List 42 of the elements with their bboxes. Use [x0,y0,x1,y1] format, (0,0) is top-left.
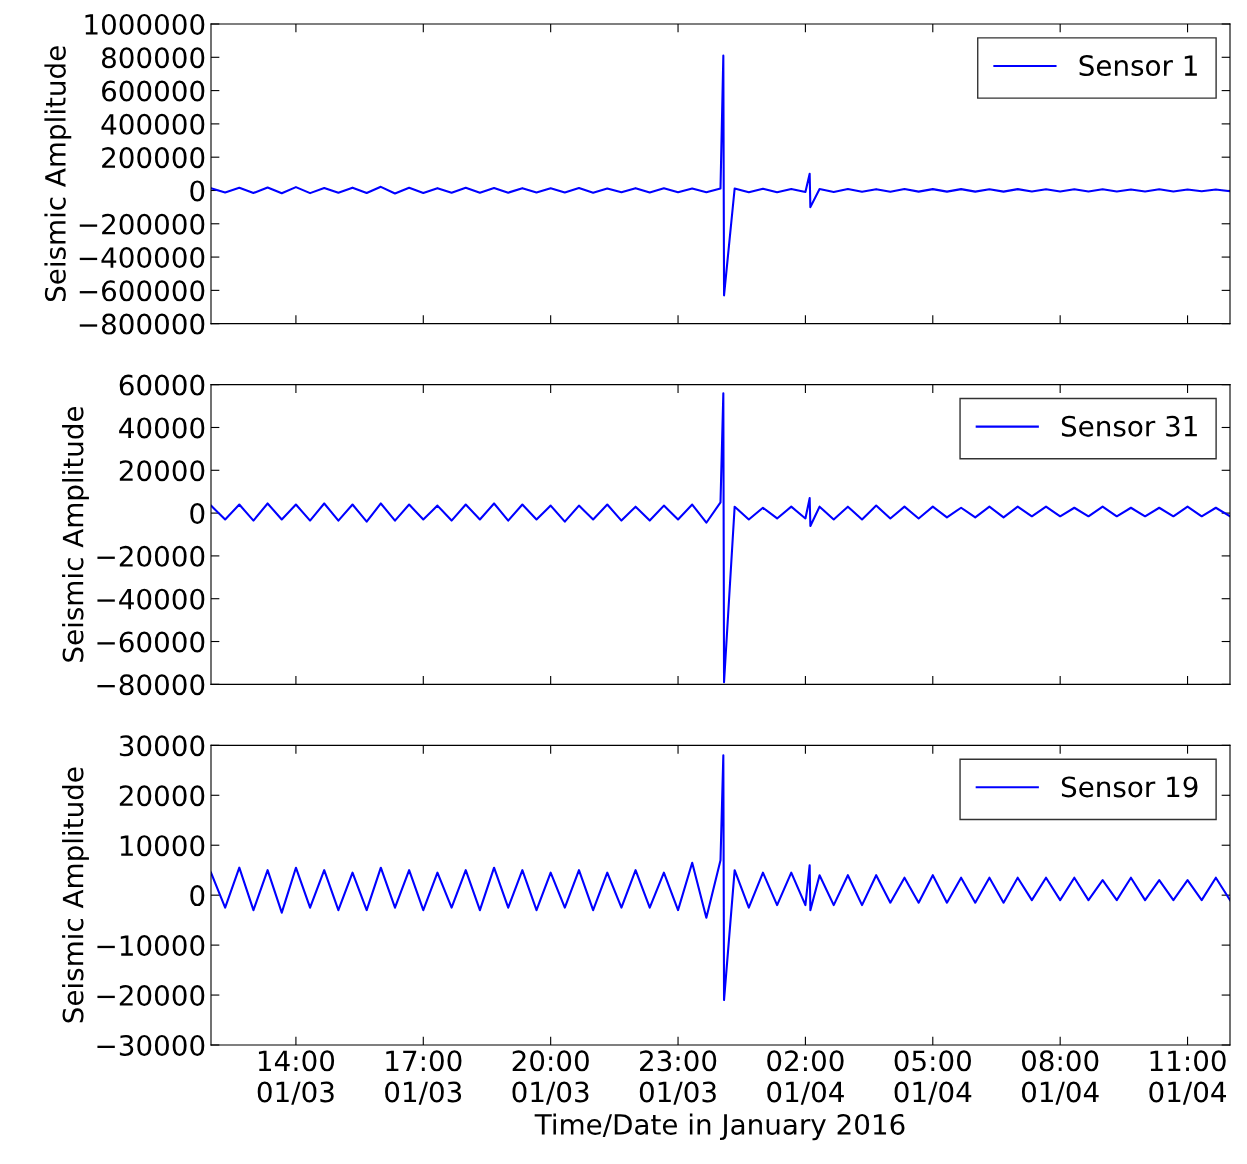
y-axis-title: Seismic Amplitude [62,406,89,662]
y-tick-label: −20000 [97,984,205,1006]
y-tick-label: 20000 [119,460,205,482]
y-tick-label: −10000 [97,935,205,957]
line-series [211,754,1230,1002]
x-axis-title: Time/Date in January 2016 [534,1113,905,1141]
y-tick-label: −20000 [97,545,205,567]
x-tick-label: 11:00 01/04 [1149,1050,1227,1105]
y-tick-label: −800000 [79,313,205,335]
y-tick-label: 800000 [101,47,205,69]
y-tick-label: 40000 [119,417,205,439]
y-tick-label: 400000 [101,113,205,135]
y-tick-label: −60000 [97,631,205,653]
y-axis-title: Seismic Amplitude [44,46,72,302]
y-tick-label: −600000 [79,280,205,302]
legend-label: Sensor 31 [1061,415,1197,437]
y-tick-label: −40000 [97,588,205,610]
y-tick-label: 20000 [119,785,205,807]
x-tick-label: 14:00 01/03 [257,1050,335,1105]
y-axis-title: Seismic Amplitude [62,767,89,1023]
x-tick-label: 23:00 01/03 [639,1050,717,1105]
y-tick-label: 0 [190,180,205,202]
y-tick-label: 600000 [102,80,205,102]
legend-label: Sensor 19 [1061,776,1198,798]
y-tick-label: −80000 [97,674,205,696]
x-tick-label: 17:00 01/03 [385,1050,462,1105]
y-tick-label: 1000000 [85,13,205,35]
y-tick-label: 0 [190,503,205,525]
x-tick-label: 20:00 01/03 [512,1050,589,1105]
x-tick-label: 05:00 01/04 [894,1050,972,1105]
y-tick-label: 0 [190,885,205,907]
y-tick-label: 200000 [102,147,205,169]
y-tick-label: 30000 [119,735,205,757]
y-tick-label: −400000 [79,247,205,269]
legend-label: Sensor 1 [1079,55,1197,77]
y-tick-label: 10000 [120,835,205,857]
x-tick-label: 02:00 01/04 [767,1050,844,1105]
y-tick-label: −200000 [79,213,205,235]
x-tick-label: 08:00 01/04 [1021,1050,1099,1105]
line-series [211,54,1230,297]
y-tick-label: 60000 [119,374,205,396]
y-tick-label: −30000 [97,1034,205,1056]
